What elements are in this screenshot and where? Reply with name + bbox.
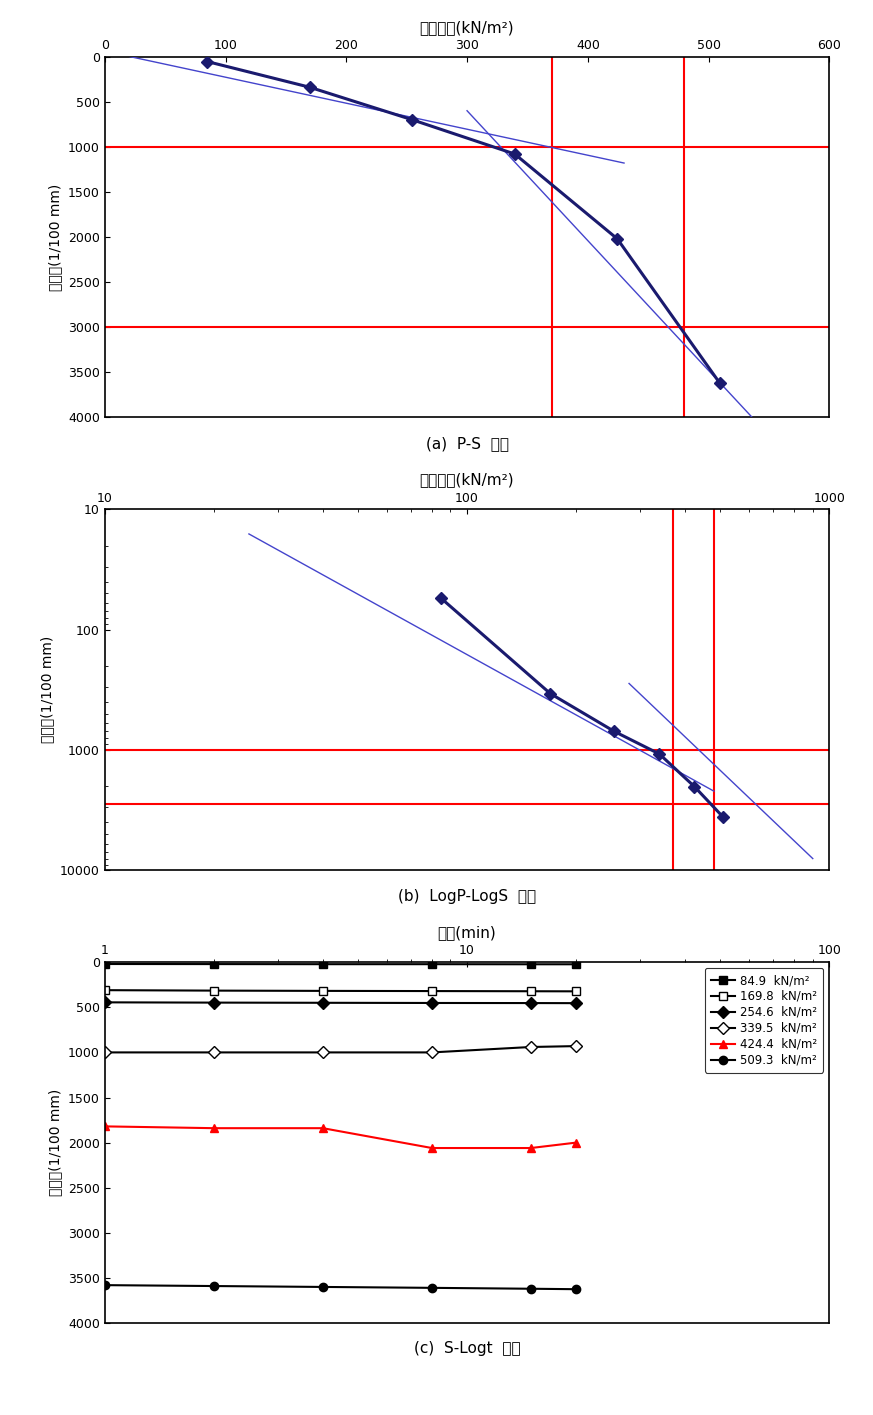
254.6  kN/m² xyxy=(526,995,536,1012)
84.9  kN/m² xyxy=(318,955,328,972)
X-axis label: 하중강도(kN/m²): 하중강도(kN/m²) xyxy=(420,473,514,488)
169.8  kN/m² xyxy=(526,983,536,1000)
169.8  kN/m² xyxy=(427,982,437,999)
X-axis label: 시간(min): 시간(min) xyxy=(437,925,497,941)
424.4  kN/m² xyxy=(571,1135,581,1152)
339.5  kN/m² xyxy=(427,1044,437,1061)
254.6  kN/m² xyxy=(318,995,328,1012)
339.5  kN/m² xyxy=(318,1044,328,1061)
339.5  kN/m² xyxy=(526,1039,536,1056)
X-axis label: 하중강도(kN/m²): 하중강도(kN/m²) xyxy=(420,20,514,35)
84.9  kN/m² xyxy=(571,955,581,972)
84.9  kN/m² xyxy=(427,955,437,972)
509.3  kN/m² xyxy=(571,1281,581,1298)
424.4  kN/m² xyxy=(209,1119,219,1136)
424.4  kN/m² xyxy=(526,1139,536,1156)
339.5  kN/m² xyxy=(209,1044,219,1061)
254.6  kN/m² xyxy=(100,993,110,1010)
509.3  kN/m² xyxy=(318,1279,328,1296)
424.4  kN/m² xyxy=(100,1118,110,1135)
339.5  kN/m² xyxy=(571,1037,581,1054)
Legend: 84.9  kN/m², 169.8  kN/m², 254.6  kN/m², 339.5  kN/m², 424.4  kN/m², 509.3  kN/m: 84.9 kN/m², 169.8 kN/m², 254.6 kN/m², 33… xyxy=(705,968,823,1073)
169.8  kN/m² xyxy=(318,982,328,999)
Line: 509.3  kN/m²: 509.3 kN/m² xyxy=(100,1281,581,1293)
254.6  kN/m² xyxy=(571,995,581,1012)
424.4  kN/m² xyxy=(427,1139,437,1156)
Text: (a)  P-S  공선: (a) P-S 공선 xyxy=(425,436,509,451)
Line: 424.4  kN/m²: 424.4 kN/m² xyxy=(100,1122,581,1152)
84.9  kN/m² xyxy=(526,955,536,972)
254.6  kN/m² xyxy=(427,995,437,1012)
Y-axis label: 침하량(1/100 mm): 침하량(1/100 mm) xyxy=(40,637,54,743)
Line: 169.8  kN/m²: 169.8 kN/m² xyxy=(100,986,581,996)
Y-axis label: 침하량(1/100 mm): 침하량(1/100 mm) xyxy=(49,184,63,290)
169.8  kN/m² xyxy=(100,982,110,999)
254.6  kN/m² xyxy=(209,995,219,1012)
509.3  kN/m² xyxy=(100,1276,110,1293)
Line: 84.9  kN/m²: 84.9 kN/m² xyxy=(100,959,581,968)
339.5  kN/m² xyxy=(100,1044,110,1061)
Text: (b)  LogP-LogS  공선: (b) LogP-LogS 공선 xyxy=(398,889,536,904)
Text: (c)  S-Logt  공선: (c) S-Logt 공선 xyxy=(414,1341,520,1357)
Line: 254.6  kN/m²: 254.6 kN/m² xyxy=(100,998,581,1007)
Line: 339.5  kN/m²: 339.5 kN/m² xyxy=(100,1041,581,1057)
84.9  kN/m² xyxy=(209,955,219,972)
169.8  kN/m² xyxy=(571,983,581,1000)
509.3  kN/m² xyxy=(526,1281,536,1298)
Y-axis label: 침하량(1/100 mm): 침하량(1/100 mm) xyxy=(49,1090,63,1196)
169.8  kN/m² xyxy=(209,982,219,999)
509.3  kN/m² xyxy=(427,1279,437,1296)
84.9  kN/m² xyxy=(100,955,110,972)
509.3  kN/m² xyxy=(209,1278,219,1295)
424.4  kN/m² xyxy=(318,1119,328,1136)
